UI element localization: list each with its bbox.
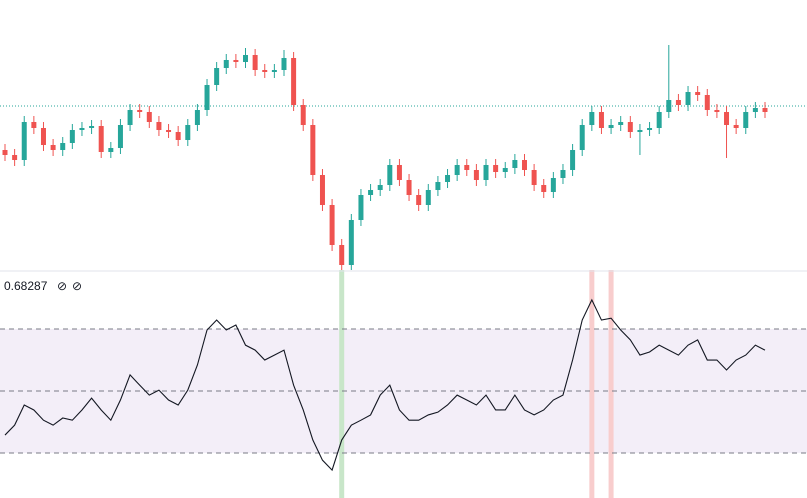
candle-body xyxy=(473,170,479,180)
candle-body xyxy=(31,122,37,128)
candle-body xyxy=(281,58,287,70)
candle-body xyxy=(233,60,239,62)
highlight-band xyxy=(339,270,345,498)
candle-body xyxy=(589,112,595,125)
candle-body xyxy=(185,125,191,140)
candle-body xyxy=(40,128,46,145)
oscillator-background xyxy=(0,270,807,498)
candle-body xyxy=(60,143,66,150)
candle-body xyxy=(21,122,27,160)
candle-body xyxy=(656,112,662,128)
candle-body xyxy=(262,70,268,72)
candle-body xyxy=(666,100,672,112)
candle-body xyxy=(502,168,508,172)
candle-body xyxy=(531,170,537,185)
candle-body xyxy=(243,55,249,62)
candle-body xyxy=(310,125,316,175)
candle-body xyxy=(493,165,499,172)
candle-body xyxy=(647,128,653,130)
candle-body xyxy=(89,126,95,128)
candle-body xyxy=(156,122,162,130)
candle-body xyxy=(2,150,8,155)
status-icon[interactable]: ⊘ xyxy=(72,279,82,293)
candle-body xyxy=(214,68,220,85)
candle-body xyxy=(79,128,85,130)
candle-body xyxy=(348,220,354,265)
candle-body xyxy=(695,92,701,95)
candle-body xyxy=(464,165,470,170)
highlight-band xyxy=(589,270,595,498)
candle-body xyxy=(69,130,75,143)
candle-body xyxy=(406,180,412,195)
candle-body xyxy=(762,108,768,112)
candle-body xyxy=(252,55,258,70)
candle-body xyxy=(541,185,547,192)
candle-body xyxy=(752,108,758,112)
candle-body xyxy=(387,165,393,185)
candle-body xyxy=(637,130,643,132)
candle-body xyxy=(618,122,624,125)
candle-body xyxy=(300,105,306,125)
candle-body xyxy=(12,155,18,160)
candle-body xyxy=(608,125,614,128)
candle-body xyxy=(329,205,335,245)
candle-body xyxy=(704,95,710,110)
candle-body xyxy=(117,125,123,148)
candle-body xyxy=(146,112,152,122)
candle-body xyxy=(377,185,383,190)
candle-body xyxy=(675,100,681,105)
candle-body xyxy=(166,130,172,132)
candle-body xyxy=(550,178,556,192)
candle-body xyxy=(98,126,104,152)
candle-body xyxy=(50,145,56,150)
candle-body xyxy=(416,195,422,205)
candle-body xyxy=(733,125,739,128)
candle-body xyxy=(339,245,345,265)
candle-body xyxy=(319,175,325,205)
candle-body xyxy=(204,85,210,110)
candle-body xyxy=(743,112,749,128)
candle-body xyxy=(368,190,374,195)
candle-body xyxy=(598,112,604,128)
status-icon[interactable]: ⊘ xyxy=(57,279,67,293)
candle-body xyxy=(483,165,489,180)
candle-body xyxy=(271,70,277,72)
candle-body xyxy=(454,165,460,175)
candle-body xyxy=(127,110,133,125)
candle-body xyxy=(560,170,566,178)
candle-body xyxy=(724,112,730,125)
level-band xyxy=(0,329,807,454)
candle-body xyxy=(445,175,451,182)
candle-body xyxy=(358,195,364,220)
oscillator xyxy=(0,298,807,472)
candle-body xyxy=(714,110,720,112)
candle-body xyxy=(175,132,181,140)
candle-body xyxy=(512,160,518,168)
candle-body xyxy=(396,165,402,180)
candle-body xyxy=(194,110,200,125)
candle-body xyxy=(435,182,441,190)
highlight-band xyxy=(608,270,614,498)
candle-body xyxy=(137,110,143,112)
candle-body xyxy=(627,122,633,132)
candle-body xyxy=(291,58,297,105)
candle-body xyxy=(570,150,576,170)
candle-body xyxy=(579,125,585,150)
oscillator-line xyxy=(4,298,766,472)
indicator-value: 0.68287 xyxy=(4,279,48,293)
candle-body xyxy=(685,92,691,105)
candle-body xyxy=(425,190,431,205)
candles xyxy=(0,45,807,270)
candle-body xyxy=(108,148,114,152)
candle-body xyxy=(521,160,527,170)
candle-body xyxy=(223,60,229,68)
